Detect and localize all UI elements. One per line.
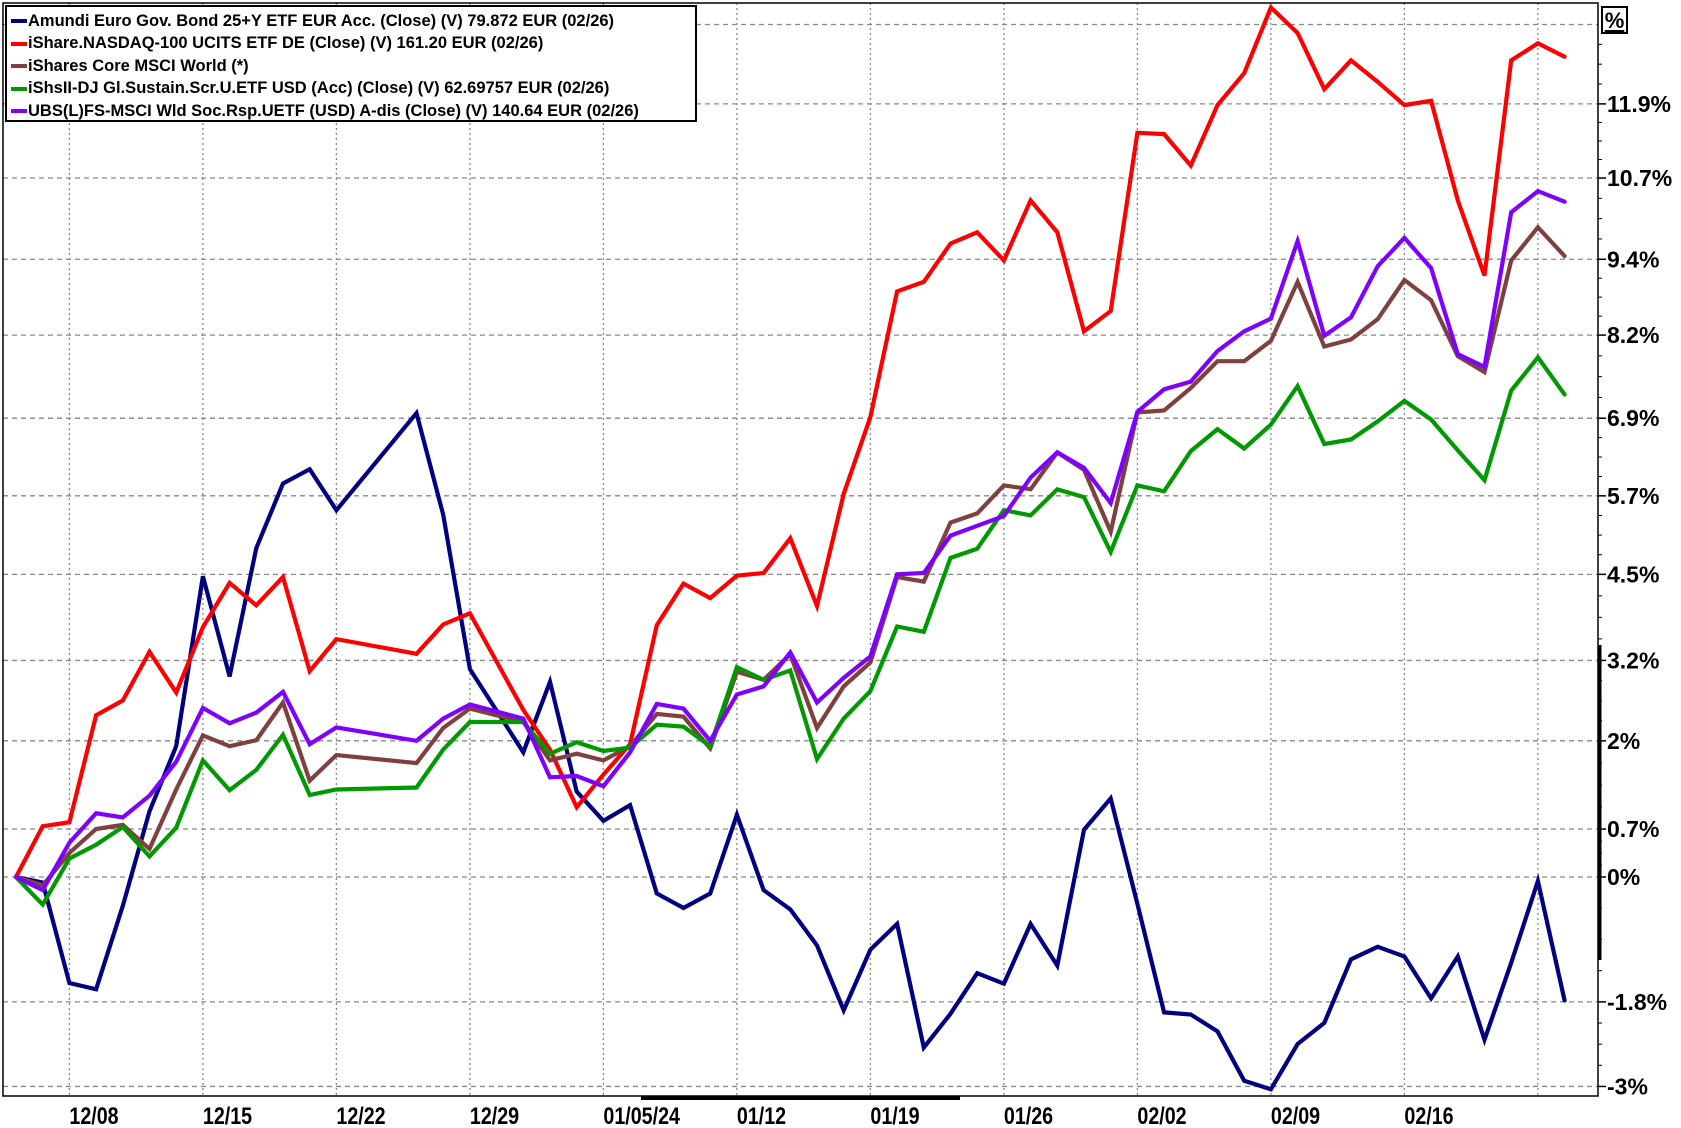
legend: Amundi Euro Gov. Bond 25+Y ETF EUR Acc. … (5, 5, 697, 122)
y-axis: 11.9% 10.7% 9.4% 8.2% 6.9% 5.7% 4.5% 3.2% 2% 0.7%… (1598, 43, 1672, 1099)
x-tick-label: 01/12 (737, 1102, 786, 1128)
series-line-3 (13, 353, 1567, 909)
y-tick-label: -3% (1607, 1073, 1648, 1099)
series-line-1 (13, 3, 1567, 880)
series-line-0 (13, 408, 1567, 1092)
legend-swatch (11, 19, 27, 24)
y-tick-label: -1.8% (1607, 989, 1667, 1015)
x-tick-label: 12/15 (203, 1102, 252, 1128)
series-line-4 (13, 188, 1567, 893)
legend-swatch (11, 109, 27, 114)
y-axis-unit-label[interactable]: % (1601, 6, 1628, 34)
legend-item[interactable]: iShares Core MSCI World (*) (7, 55, 695, 78)
y-tick-label: 11.9% (1607, 91, 1671, 117)
legend-item[interactable]: UBS(L)FS-MSCI Wld Soc.Rsp.UETF (USD) A-d… (7, 100, 695, 123)
legend-swatch (11, 41, 27, 46)
x-tick-label: 12/08 (69, 1102, 118, 1128)
legend-item[interactable]: Amundi Euro Gov. Bond 25+Y ETF EUR Acc. … (7, 10, 695, 33)
legend-item[interactable]: iShare.NASDAQ-100 UCITS ETF DE (Close) (… (7, 33, 695, 56)
y-tick-label: 5.7% (1607, 483, 1659, 509)
legend-item[interactable]: iShsII-DJ Gl.Sustain.Scr.U.ETF USD (Acc)… (7, 78, 695, 101)
x-axis: 12/08 12/15 12/22 12/29 01/05/24 01/12 01/19 01… (69, 1102, 1453, 1128)
x-tick-label: 12/29 (470, 1102, 519, 1128)
x-tick-label: 02/09 (1271, 1102, 1320, 1128)
legend-swatch (11, 64, 27, 69)
x-tick-label: 12/22 (336, 1102, 385, 1128)
legend-swatch (11, 86, 27, 91)
y-tick-label: 9.4% (1607, 246, 1659, 272)
x-tick-label: 01/26 (1004, 1102, 1053, 1128)
series-line-2 (13, 224, 1567, 888)
series-lines (13, 3, 1567, 1092)
y-tick-label: 2% (1607, 728, 1640, 754)
x-tick-label: 02/02 (1137, 1102, 1186, 1128)
x-tick-label: 02/16 (1404, 1102, 1453, 1128)
legend-label: UBS(L)FS-MSCI Wld Soc.Rsp.UETF (USD) A-d… (28, 101, 639, 120)
grid (3, 3, 1598, 1096)
legend-label: iShares Core MSCI World (*) (28, 56, 249, 75)
y-tick-label: 3.2% (1607, 647, 1659, 673)
legend-label: Amundi Euro Gov. Bond 25+Y ETF EUR Acc. … (28, 11, 615, 30)
y-tick-label: 8.2% (1607, 322, 1659, 348)
x-tick-label: 01/19 (870, 1102, 919, 1128)
x-tick-label: 01/05/24 (603, 1102, 680, 1128)
y-tick-label: 4.5% (1607, 561, 1659, 587)
y-tick-label: 0% (1607, 864, 1640, 890)
legend-label: iShsII-DJ Gl.Sustain.Scr.U.ETF USD (Acc)… (28, 79, 610, 98)
plot-frame (2, 2, 1599, 1097)
legend-label: iShare.NASDAQ-100 UCITS ETF DE (Close) (… (28, 34, 544, 53)
y-tick-label: 6.9% (1607, 405, 1659, 431)
y-tick-label: 0.7% (1607, 816, 1659, 842)
y-tick-label: 10.7% (1607, 165, 1672, 191)
